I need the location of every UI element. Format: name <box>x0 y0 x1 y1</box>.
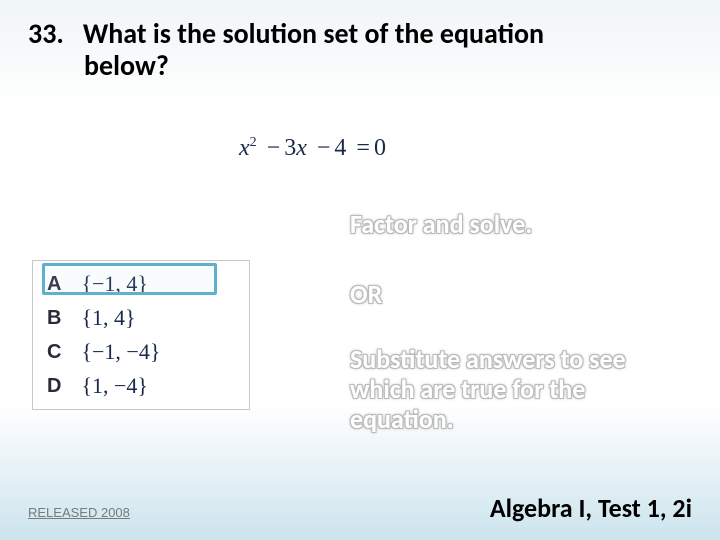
equation: x2 −3x −4 =0 <box>224 128 401 169</box>
question-number: 33. <box>28 16 64 51</box>
table-row: D {1, −4} <box>33 369 249 403</box>
table-row: A {−1, 4} <box>33 267 249 301</box>
hint-or: OR <box>350 280 690 310</box>
question-block: 33. What is the solution set of the equa… <box>28 18 692 82</box>
answer-label: A <box>33 267 71 301</box>
table-row: B {1, 4} <box>33 301 249 335</box>
hint-factor: Factor and solve. <box>350 210 690 240</box>
answer-set: {1, 4} <box>71 301 249 335</box>
answer-choices: A {−1, 4} B {1, 4} C {−1, −4} D {1, −4} <box>32 260 250 410</box>
table-row: C {−1, −4} <box>33 335 249 369</box>
question-text-line2: below? <box>28 50 692 82</box>
hint-substitute: Substitute answers to see which are true… <box>350 345 690 435</box>
answer-set: {−1, −4} <box>71 335 249 369</box>
answer-set: {1, −4} <box>71 369 249 403</box>
footer-source: Algebra I, Test 1, 2i <box>490 492 692 524</box>
footer-released: RELEASED 2008 <box>28 505 130 520</box>
answer-label: B <box>33 301 71 335</box>
answer-label: D <box>33 369 71 403</box>
answer-label: C <box>33 335 71 369</box>
answer-set: {−1, 4} <box>71 267 249 301</box>
question-text-line1: What is the solution set of the equation <box>83 16 544 51</box>
